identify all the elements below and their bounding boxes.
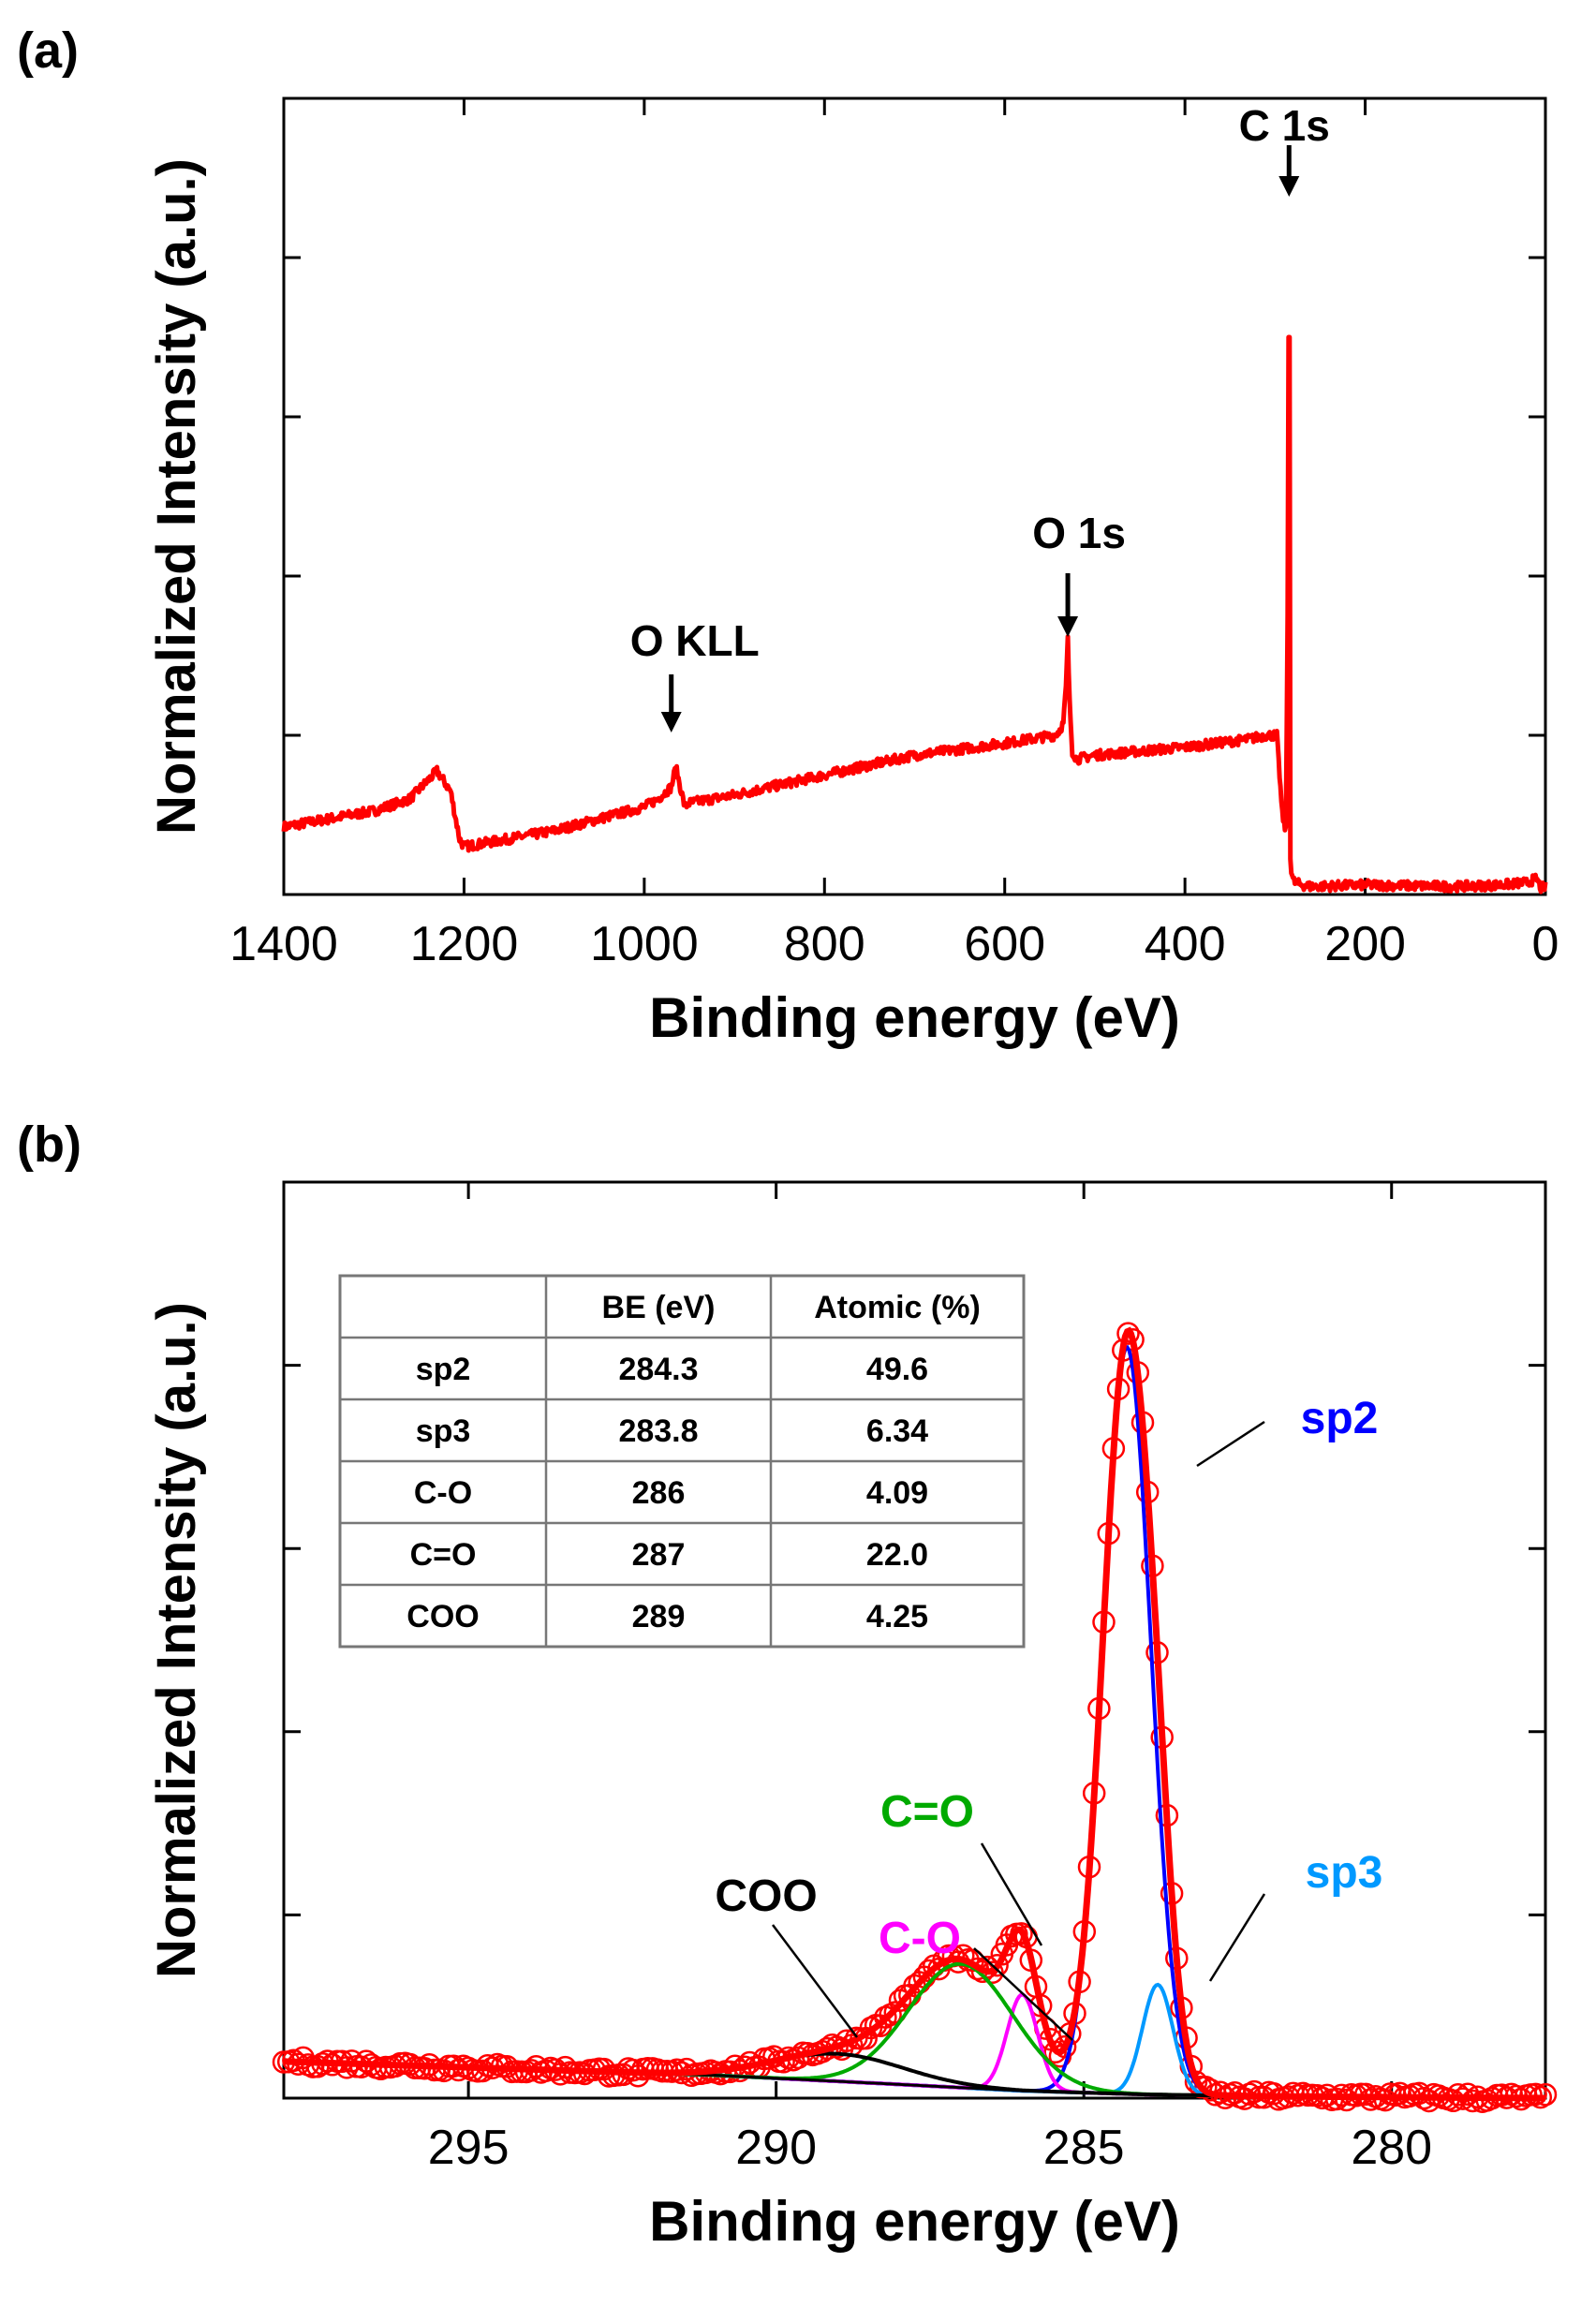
x-tick-label: 1400 — [229, 917, 338, 971]
survey-spectrum-line — [281, 334, 1548, 895]
panel-a: 1400 1200 1000 800 600 400 200 0 Binding energy … — [17, 22, 1559, 1049]
x-tick-label: 200 — [1324, 917, 1406, 971]
table-cell: 4.25 — [866, 1599, 928, 1634]
series-label-leader — [980, 1842, 1043, 1946]
series-label: sp2 — [1301, 1394, 1379, 1443]
series-label: sp3 — [1306, 1848, 1383, 1898]
table-cell: 283.8 — [618, 1413, 698, 1449]
peak-annotation-label: O 1s — [1032, 509, 1126, 557]
series-label-leader — [1208, 1893, 1266, 1982]
table-cell: 284.3 — [618, 1352, 698, 1387]
table-cell: C-O — [414, 1475, 472, 1511]
table-cell: 49.6 — [866, 1352, 928, 1387]
plot-frame — [282, 96, 1547, 896]
component-curve-co — [284, 1992, 1545, 2100]
peak-annotation-arrow-head — [660, 712, 682, 732]
data-point — [985, 1953, 1009, 1977]
table-cell: COO — [406, 1599, 479, 1634]
series-label: C=O — [880, 1787, 974, 1837]
series-label-leader — [973, 1947, 1073, 2041]
data-point — [1533, 2082, 1558, 2107]
series-label-leader — [772, 1924, 858, 2038]
x-tick-label: 280 — [1351, 2121, 1432, 2175]
x-tick-label: 285 — [1043, 2121, 1125, 2175]
plot-frame — [282, 1180, 1547, 2100]
table-cell: sp2 — [416, 1352, 471, 1387]
panel-b: 295 290 285 280 Binding energy (eV) Normalize… — [17, 1117, 1558, 2253]
table-header-cell: Atomic (%) — [814, 1290, 981, 1325]
data-point — [1524, 2082, 1547, 2107]
peak-annotation-arrow-head — [1278, 176, 1300, 197]
data-point — [1116, 1322, 1140, 1345]
peak-annotation-label: O KLL — [630, 616, 760, 665]
table-cell: 289 — [632, 1599, 686, 1634]
table-cell: C=O — [410, 1537, 477, 1573]
peak-annotation-arrow-head — [1057, 616, 1079, 637]
data-point — [859, 2016, 883, 2040]
x-tick-label: 1000 — [590, 917, 699, 971]
table-cell: 6.34 — [866, 1413, 928, 1449]
table-cell: 22.0 — [866, 1537, 928, 1573]
y-axis-label: Normalized Intensity (a.u.) — [146, 158, 207, 835]
x-tick-label: 295 — [428, 2121, 510, 2175]
data-point — [1388, 2081, 1411, 2106]
x-tick-label: 800 — [784, 917, 865, 971]
x-tick-label: 400 — [1145, 917, 1226, 971]
y-axis-label: Normalized Intensity (a.u.) — [146, 1302, 207, 1978]
table-cell: 286 — [632, 1475, 686, 1511]
x-tick-label: 600 — [964, 917, 1045, 971]
panel-label: (a) — [17, 22, 79, 79]
table-header-cell: BE (eV) — [602, 1290, 716, 1325]
x-axis-label: Binding energy (eV) — [649, 986, 1180, 1049]
x-axis-label: Binding energy (eV) — [649, 2190, 1180, 2253]
x-tick-label: 0 — [1532, 917, 1559, 971]
envelope-fit-line — [284, 1326, 1545, 2102]
x-tick-label: 290 — [735, 2121, 817, 2175]
x-tick-label: 1200 — [410, 917, 519, 971]
table-cell: sp3 — [416, 1413, 471, 1449]
inset-table: BE (eV) Atomic (%) sp2 284.3 49.6 sp3 283.8 6.3… — [338, 1274, 1026, 1649]
panel-label: (b) — [17, 1117, 81, 1173]
series-label: COO — [715, 1871, 817, 1921]
series-label-leader — [1196, 1420, 1265, 1468]
peak-annotation-label: C 1s — [1239, 101, 1330, 150]
series-label: C-O — [879, 1914, 961, 1963]
table-cell: 287 — [632, 1537, 686, 1573]
table-cell: 4.09 — [866, 1475, 928, 1511]
